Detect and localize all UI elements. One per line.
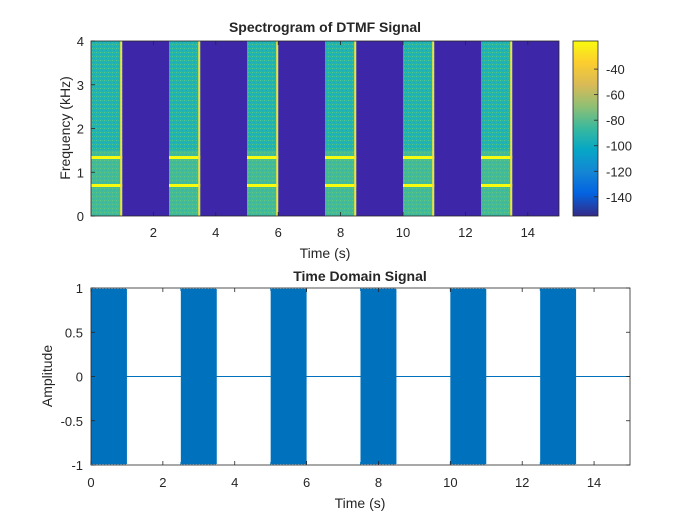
x-tick-label: 6: [275, 225, 282, 240]
signal-burst: [360, 288, 397, 465]
time-domain-series: [91, 288, 630, 465]
signal-burst-oscillation: [539, 288, 576, 465]
colorbar-tick-label: -60: [606, 88, 625, 103]
signal-burst: [539, 288, 577, 465]
signal-burst-oscillation: [360, 288, 396, 465]
y-tick-label: -1: [71, 458, 83, 473]
signal-burst: [91, 288, 127, 465]
signal-burst-fill: [450, 289, 487, 464]
tone-burst-lowfreq-glow: [247, 150, 279, 216]
y-tick-label: 4: [77, 34, 84, 49]
x-tick-label: 12: [458, 225, 472, 240]
y-tick-label: 1: [77, 165, 84, 180]
tone-line: [403, 184, 435, 188]
tone-burst-lowfreq-glow: [169, 150, 201, 216]
tone-burst-edge: [354, 41, 357, 216]
tone-line: [325, 184, 357, 188]
x-tick-label: 0: [87, 475, 94, 490]
time-domain-ticks: 0 2 4 6 8 10 12 14 -1 -0.5 0 0.5 1: [61, 281, 630, 490]
tone-burst-edge: [432, 41, 435, 216]
x-tick-label: 8: [375, 475, 382, 490]
x-tick-label: 8: [337, 225, 344, 240]
time-domain-xlabel: Time (s): [335, 495, 386, 511]
tone-burst-lowfreq-glow: [325, 150, 357, 216]
tone-line: [169, 184, 201, 188]
signal-burst-oscillation: [270, 288, 306, 465]
x-tick-label: 12: [515, 475, 529, 490]
colorbar-gradient: [572, 40, 599, 217]
y-tick-label: 2: [77, 122, 84, 137]
tone-line: [403, 156, 435, 160]
colorbar-tick-label: -40: [606, 62, 625, 77]
y-tick-label: 0: [77, 209, 84, 224]
signal-burst: [180, 288, 217, 465]
x-tick-label: 4: [231, 475, 238, 490]
signal-burst: [270, 288, 307, 465]
signal-burst-fill: [540, 289, 577, 464]
tone-line: [91, 184, 123, 188]
tone-burst-lowfreq-glow: [403, 150, 435, 216]
tone-line: [91, 156, 123, 160]
signal-burst-fill: [91, 289, 127, 464]
colorbar-ticks: -40 -60 -80 -100 -120 -140: [594, 62, 632, 205]
signal-burst-fill: [360, 289, 397, 464]
x-tick-label: 2: [159, 475, 166, 490]
x-tick-label: 6: [303, 475, 310, 490]
tone-burst-edge: [198, 41, 201, 216]
time-domain-panel: Time Domain Signal 0 2 4 6 8 10 12 14 -1 -0.5 0 0.5…: [39, 268, 631, 511]
colorbar-tick-label: -80: [606, 113, 625, 128]
spectrogram-title: Spectrogram of DTMF Signal: [229, 19, 421, 35]
colorbar-tick-label: -120: [606, 164, 632, 179]
tone-line: [247, 156, 279, 160]
tone-burst-edge: [120, 41, 123, 216]
tone-burst-edge: [510, 41, 513, 216]
x-tick-label: 10: [396, 225, 410, 240]
y-tick-label: 0.5: [65, 325, 83, 340]
tone-line: [481, 156, 513, 160]
tone-line: [169, 156, 201, 160]
time-domain-ylabel: Amplitude: [39, 345, 55, 407]
tone-line: [247, 184, 279, 188]
x-tick-label: 14: [587, 475, 601, 490]
colorbar-tick-label: -140: [606, 190, 632, 205]
spectrogram-ylabel: Frequency (kHz): [57, 76, 73, 179]
x-tick-label: 4: [212, 225, 219, 240]
y-tick-label: -0.5: [61, 414, 83, 429]
tone-burst-lowfreq-glow: [481, 150, 513, 216]
x-tick-label: 2: [150, 225, 157, 240]
spectrogram-heatmap: [91, 41, 559, 216]
x-tick-label: 10: [443, 475, 457, 490]
signal-burst: [449, 288, 487, 465]
signal-burst-oscillation: [180, 288, 216, 465]
signal-burst-fill: [270, 289, 307, 464]
tone-line: [481, 184, 513, 188]
time-domain-title: Time Domain Signal: [293, 268, 427, 284]
signal-burst-fill: [180, 289, 217, 464]
y-tick-label: 3: [77, 78, 84, 93]
tone-burst-lowfreq-glow: [91, 150, 123, 216]
x-tick-label: 14: [521, 225, 535, 240]
tone-line: [325, 156, 357, 160]
signal-burst-oscillation: [91, 288, 126, 465]
colorbar-tick-label: -100: [606, 139, 632, 154]
spectrogram-panel: Spectrogram of DTMF Signal 2 4 6 8 10 12 14012…: [57, 19, 632, 261]
y-tick-label: 0: [76, 370, 83, 385]
tone-burst-edge: [276, 41, 279, 216]
colorbar: -40 -60 -80 -100 -120 -140: [572, 40, 632, 217]
spectrogram-xlabel: Time (s): [300, 245, 351, 261]
y-tick-label: 1: [76, 281, 83, 296]
